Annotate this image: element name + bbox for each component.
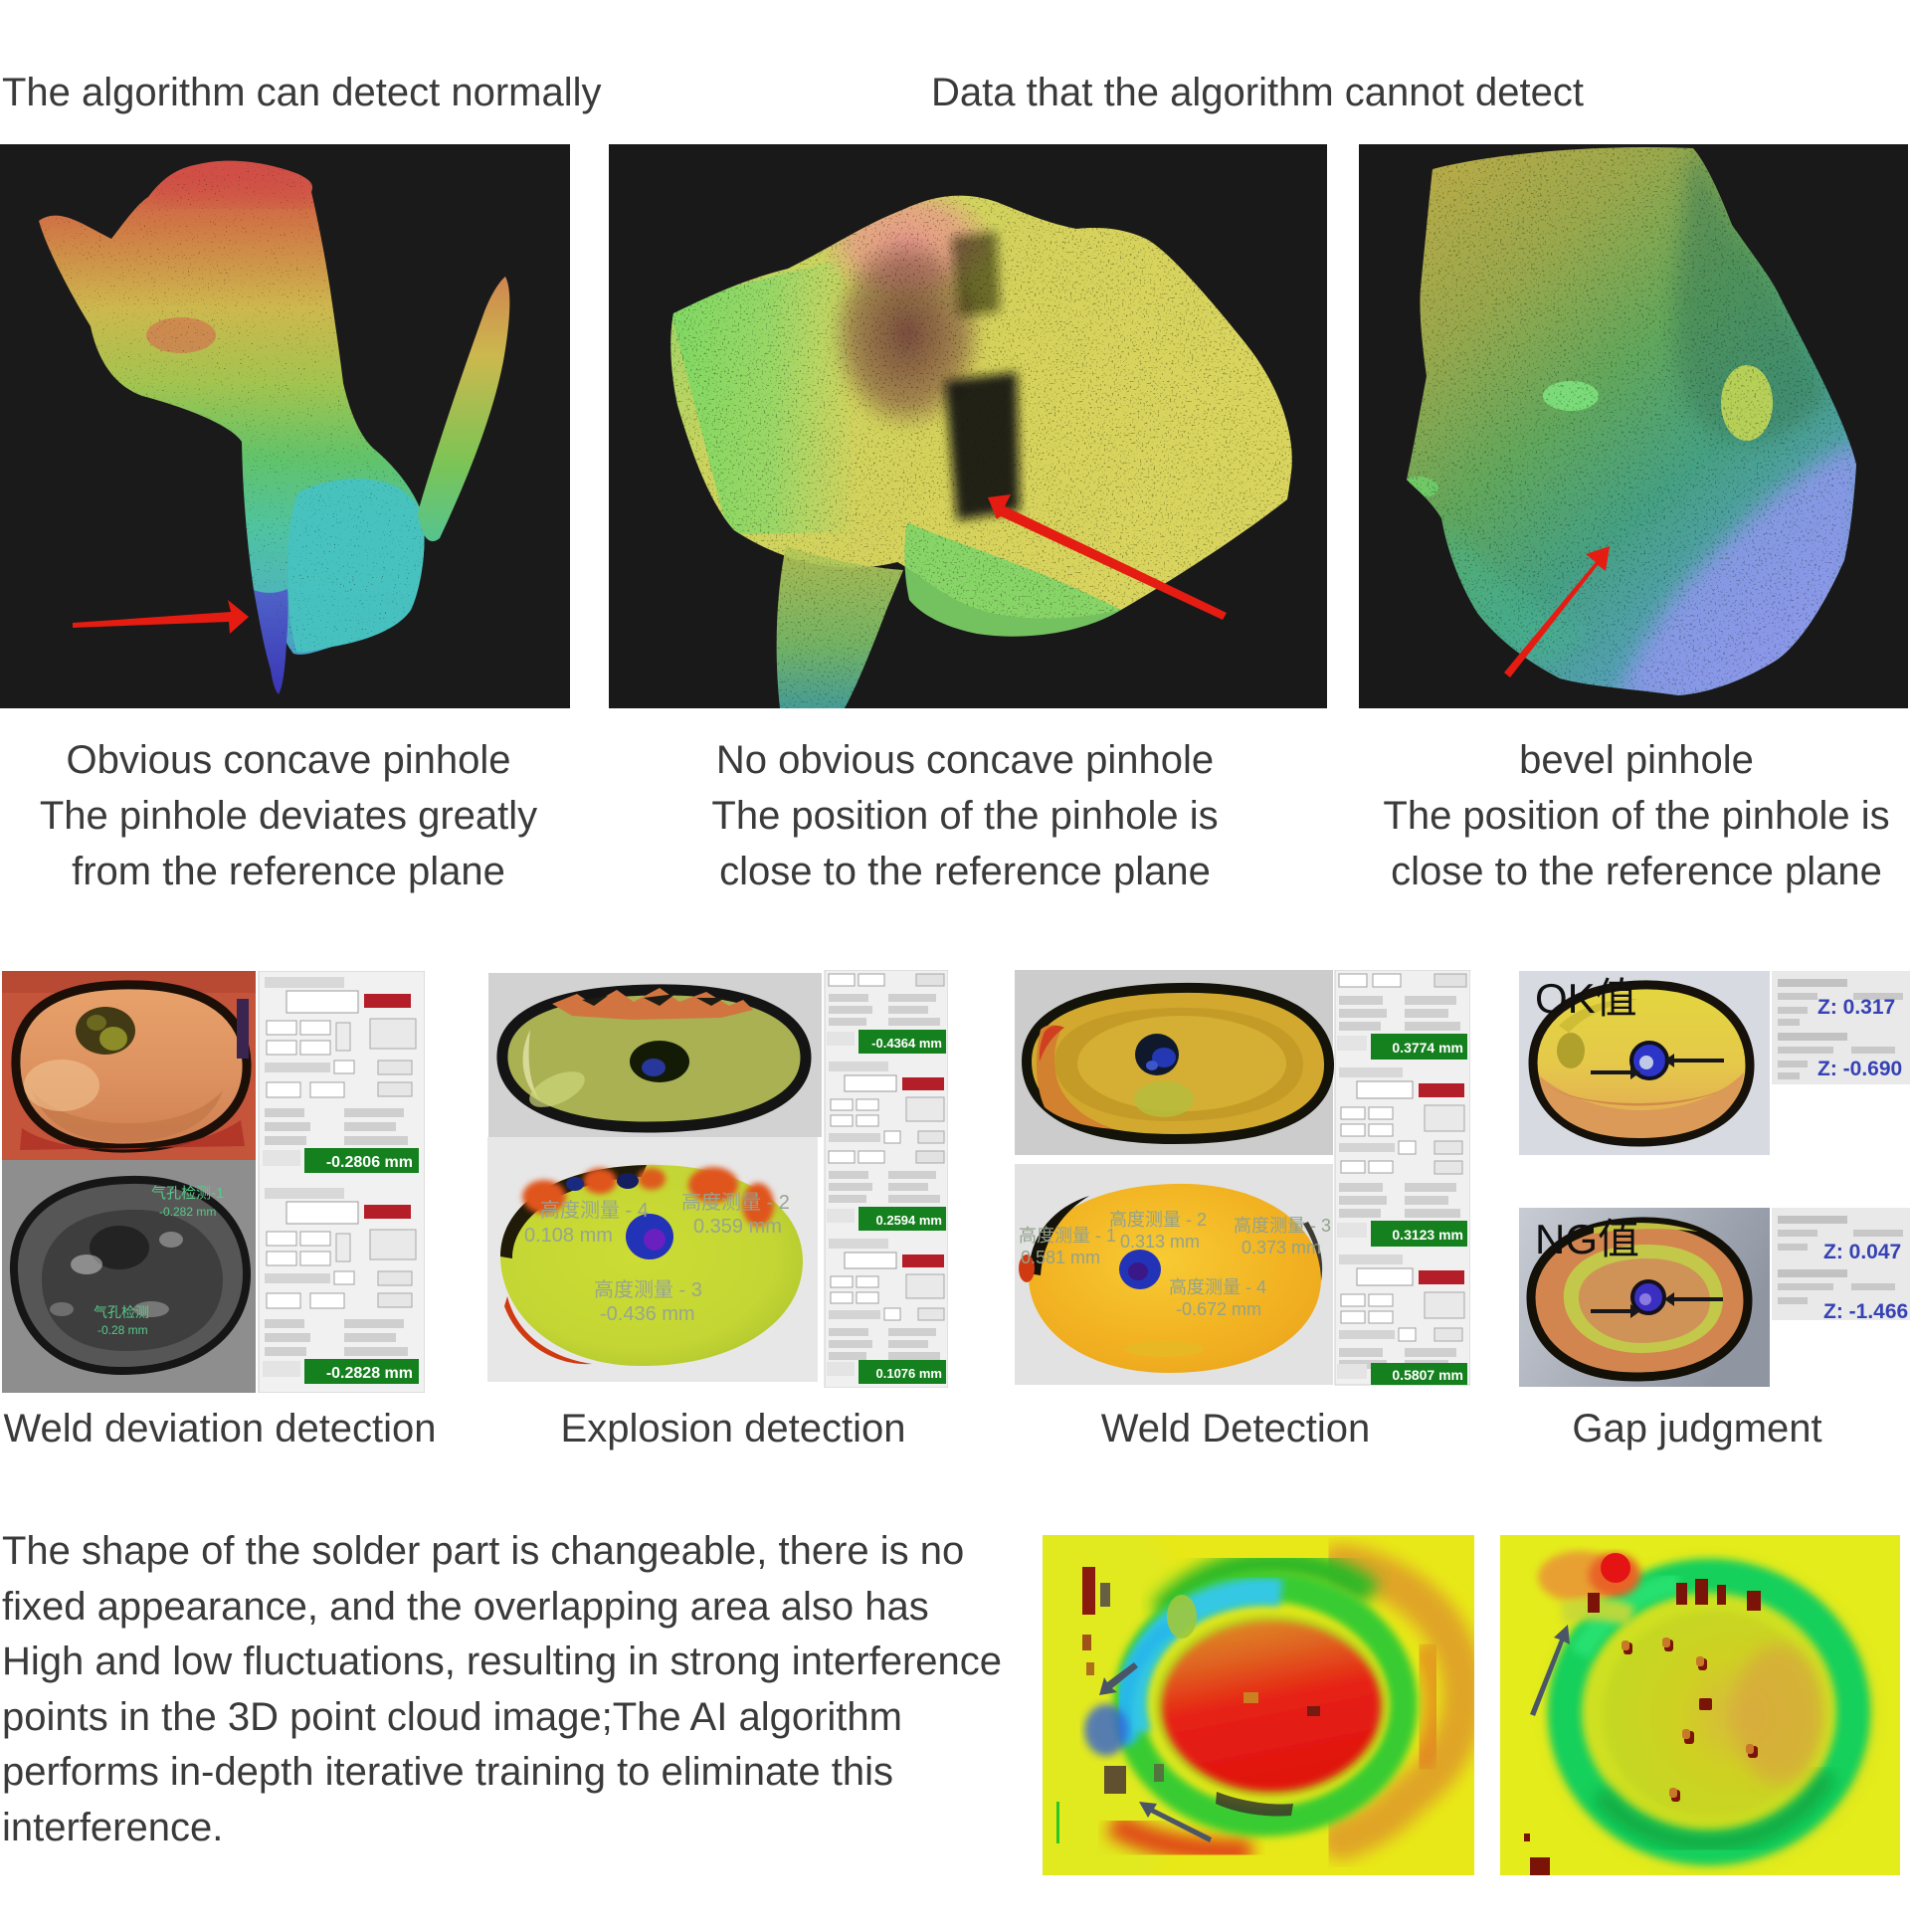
svg-text:0.359 mm: 0.359 mm bbox=[693, 1216, 782, 1238]
svg-text:高度测量 - 4: 高度测量 - 4 bbox=[1169, 1277, 1266, 1297]
svg-text:-0.282 mm: -0.282 mm bbox=[159, 1205, 216, 1219]
svg-text:0.108 mm: 0.108 mm bbox=[524, 1225, 613, 1247]
svg-text:0.581 mm: 0.581 mm bbox=[1021, 1248, 1100, 1267]
svg-text:NG值: NG值 bbox=[1535, 1216, 1639, 1262]
svg-text:高度测量 - 2: 高度测量 - 2 bbox=[681, 1191, 790, 1214]
svg-text:-0.28 mm: -0.28 mm bbox=[97, 1323, 148, 1337]
svg-text:高度测量 - 1: 高度测量 - 1 bbox=[1019, 1226, 1116, 1246]
svg-text:Z: 0.317: Z: 0.317 bbox=[1817, 996, 1895, 1019]
svg-text:0.3123 mm: 0.3123 mm bbox=[1392, 1227, 1463, 1243]
svg-text:Z: -0.690: Z: -0.690 bbox=[1817, 1058, 1902, 1080]
svg-text:-0.672 mm: -0.672 mm bbox=[1176, 1299, 1261, 1319]
svg-text:高度测量 - 3: 高度测量 - 3 bbox=[1234, 1216, 1331, 1236]
svg-text:-0.2828 mm: -0.2828 mm bbox=[326, 1365, 413, 1382]
svg-text:0.2594 mm: 0.2594 mm bbox=[876, 1213, 943, 1228]
svg-text:OK值: OK值 bbox=[1535, 975, 1637, 1022]
svg-text:高度测量 - 2: 高度测量 - 2 bbox=[1109, 1210, 1207, 1230]
svg-text:高度测量 - 3: 高度测量 - 3 bbox=[594, 1278, 702, 1301]
svg-text:0.5807 mm: 0.5807 mm bbox=[1392, 1367, 1463, 1383]
svg-text:-0.2806 mm: -0.2806 mm bbox=[326, 1154, 413, 1171]
svg-text:-0.436 mm: -0.436 mm bbox=[600, 1303, 695, 1325]
svg-text:0.373 mm: 0.373 mm bbox=[1242, 1238, 1321, 1257]
svg-text:高度测量 - 4: 高度测量 - 4 bbox=[540, 1199, 649, 1222]
svg-text:0.3774 mm: 0.3774 mm bbox=[1392, 1040, 1463, 1056]
svg-text:0.1076 mm: 0.1076 mm bbox=[876, 1366, 943, 1381]
svg-text:气孔检测: 气孔检测 bbox=[94, 1304, 149, 1320]
svg-text:-0.4364 mm: -0.4364 mm bbox=[871, 1036, 942, 1051]
svg-text:气孔检测-1: 气孔检测-1 bbox=[151, 1185, 224, 1202]
svg-text:Z: 0.047: Z: 0.047 bbox=[1823, 1241, 1901, 1263]
svg-text:0.313 mm: 0.313 mm bbox=[1120, 1232, 1200, 1252]
svg-text:Z: -1.466: Z: -1.466 bbox=[1823, 1300, 1908, 1323]
